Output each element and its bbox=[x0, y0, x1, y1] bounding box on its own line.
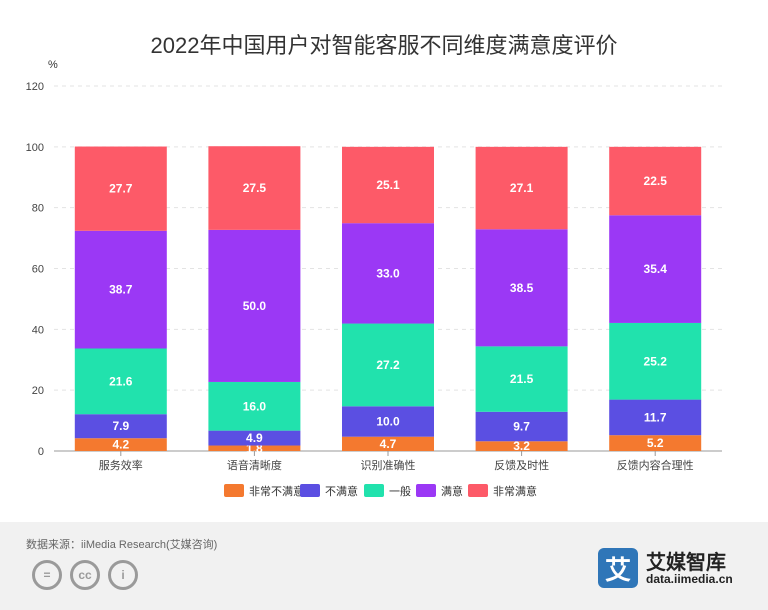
data-label: 50.0 bbox=[243, 299, 267, 313]
data-label: 27.7 bbox=[109, 182, 133, 196]
bar-segment bbox=[74, 438, 167, 451]
person-icon: i bbox=[108, 560, 138, 590]
x-tick-label: 反馈及时性 bbox=[494, 458, 549, 472]
bar-segment bbox=[475, 441, 568, 451]
data-label: 27.2 bbox=[376, 358, 400, 372]
legend-label: 非常不满意 bbox=[249, 484, 304, 498]
bar-segment bbox=[475, 146, 568, 230]
bar-segment bbox=[342, 406, 434, 437]
y-tick-label: 120 bbox=[26, 81, 44, 93]
bar-segment bbox=[74, 414, 167, 439]
data-label: 35.4 bbox=[644, 262, 668, 276]
legend-label: 满意 bbox=[441, 484, 463, 498]
bar-segment bbox=[342, 323, 434, 407]
data-label: 4.7 bbox=[380, 437, 397, 451]
brand-logo: 艾 bbox=[598, 548, 638, 588]
data-label: 22.5 bbox=[644, 174, 668, 188]
data-label: 16.0 bbox=[243, 399, 267, 413]
data-label: 21.6 bbox=[109, 374, 133, 388]
bar-segment bbox=[342, 436, 434, 451]
y-tick-labels: 0 20 40 60 80 100 120 bbox=[26, 81, 44, 458]
license-icons: = cc i bbox=[32, 560, 138, 590]
bar-segment bbox=[475, 411, 568, 442]
y-tick-label: 20 bbox=[32, 385, 44, 397]
bar-segment bbox=[74, 348, 167, 415]
data-label: 38.5 bbox=[510, 281, 534, 295]
legend-label: 一般 bbox=[389, 485, 411, 498]
legend-label: 不满意 bbox=[325, 484, 358, 498]
equals-icon: = bbox=[32, 560, 62, 590]
data-label: 9.7 bbox=[513, 420, 530, 434]
brand-url: data.iimedia.cn bbox=[646, 572, 733, 586]
bar-segment bbox=[475, 346, 568, 412]
cc-icon: cc bbox=[70, 560, 100, 590]
y-tick-label: 0 bbox=[38, 446, 44, 458]
legend: 非常不满意 不满意 一般 满意 非常满意 bbox=[224, 484, 537, 498]
data-label: 33.0 bbox=[376, 266, 400, 280]
x-tick-label: 语音清晰度 bbox=[227, 458, 282, 472]
bar-segment bbox=[609, 435, 702, 451]
bar-segment bbox=[609, 399, 702, 436]
legend-label: 非常满意 bbox=[493, 484, 537, 498]
legend-swatch bbox=[364, 484, 384, 497]
data-label: 27.5 bbox=[243, 181, 267, 195]
footer: 数据来源：iiMedia Research(艾媒咨询) = cc i 艾 艾媒智… bbox=[0, 522, 768, 610]
bar-segment bbox=[609, 146, 702, 216]
bar-segment bbox=[208, 229, 301, 382]
y-axis-unit-label: % bbox=[48, 59, 58, 71]
data-label: 10.0 bbox=[376, 414, 400, 428]
legend-swatch bbox=[468, 484, 488, 497]
bar-segment bbox=[609, 322, 702, 400]
data-label: 27.1 bbox=[510, 181, 534, 195]
bar-segment bbox=[208, 381, 301, 431]
legend-swatch bbox=[416, 484, 436, 497]
bar-segment bbox=[208, 430, 301, 446]
legend-swatch bbox=[224, 484, 244, 497]
brand-name: 艾媒智库 bbox=[646, 552, 726, 574]
data-label: 3.2 bbox=[513, 439, 530, 453]
data-label: 21.5 bbox=[510, 372, 534, 386]
bar-segment bbox=[208, 445, 301, 451]
bar-segment bbox=[342, 223, 434, 324]
y-tick-label: 40 bbox=[32, 324, 44, 336]
bar-segment bbox=[74, 146, 167, 231]
x-tick-label: 识别准确性 bbox=[361, 458, 416, 472]
x-tick-labels: 服务效率 语音清晰度 识别准确性 反馈及时性 反馈内容合理性 bbox=[99, 451, 694, 472]
data-label: 25.1 bbox=[376, 178, 400, 192]
y-tick-label: 80 bbox=[32, 203, 44, 215]
legend-swatch bbox=[300, 484, 320, 497]
bar-segment bbox=[609, 215, 702, 323]
bar-segment bbox=[74, 230, 167, 349]
bar-segment bbox=[475, 229, 568, 347]
y-tick-label: 60 bbox=[32, 264, 44, 276]
chart-title: 2022年中国用户对智能客服不同维度满意度评价 bbox=[150, 33, 618, 58]
data-label: 4.9 bbox=[246, 431, 263, 445]
data-source-note: 数据来源：iiMedia Research(艾媒咨询) bbox=[26, 539, 218, 551]
bar-segment bbox=[342, 146, 434, 224]
x-tick-label: 反馈内容合理性 bbox=[617, 458, 694, 472]
data-label: 11.7 bbox=[644, 410, 667, 424]
data-label: 38.7 bbox=[109, 283, 133, 297]
bar-segment bbox=[208, 146, 301, 230]
x-tick-label: 服务效率 bbox=[99, 458, 143, 472]
data-label: 25.2 bbox=[644, 354, 668, 368]
data-label: 7.9 bbox=[112, 419, 129, 433]
data-label: 5.2 bbox=[647, 436, 664, 450]
data-label: 4.2 bbox=[112, 438, 129, 452]
bars: 4.27.921.638.727.71.84.916.050.027.54.71… bbox=[74, 146, 702, 455]
y-tick-label: 100 bbox=[26, 142, 44, 154]
